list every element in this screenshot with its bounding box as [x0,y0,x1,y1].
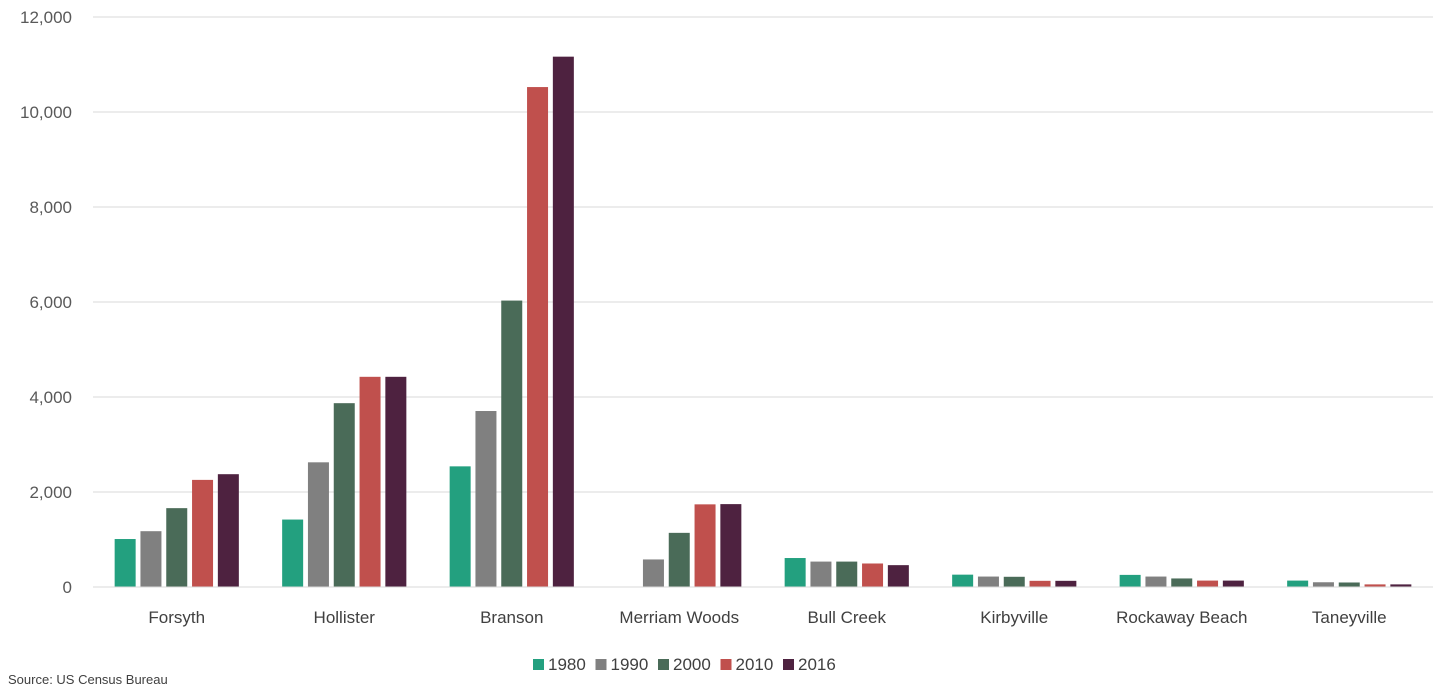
bar-2000 [166,508,188,587]
bar-2016 [1055,580,1077,587]
bar-2016 [552,56,574,588]
bar-2010 [694,504,716,587]
bar-1980 [282,519,304,587]
gridlines [93,16,1433,588]
legend-label: 1980 [548,655,586,674]
y-axis: 0 2,000 4,000 6,000 8,000 10,000 12,000 [20,8,72,597]
bar-2016 [1222,580,1244,587]
bar-1990 [1312,582,1334,587]
bar-1990 [140,531,162,587]
y-tick-label: 10,000 [20,103,72,122]
bar-1980 [449,466,471,587]
bar-1980 [1119,574,1141,587]
bar-2010 [527,87,549,587]
y-tick-label: 4,000 [29,388,72,407]
bar-2000 [668,532,690,587]
bar-1980 [114,539,136,587]
y-tick-label: 2,000 [29,483,72,502]
legend-swatch-2000 [658,659,669,670]
x-tick-label: Kirbyville [980,608,1048,627]
bar-2010 [862,563,884,587]
bar-2016 [217,474,239,587]
x-tick-label: Hollister [314,608,376,627]
bar-2016 [385,376,407,587]
legend-label: 2000 [673,655,711,674]
bar-1990 [642,559,664,587]
y-tick-label: 6,000 [29,293,72,312]
source-note: Source: US Census Bureau [8,672,168,687]
bar-2000 [1003,576,1025,587]
bar-1980 [952,574,974,587]
bar-1990 [810,561,832,587]
x-tick-label: Branson [480,608,543,627]
x-tick-label: Merriam Woods [619,608,739,627]
x-tick-label: Taneyville [1312,608,1387,627]
x-tick-label: Bull Creek [808,608,887,627]
bar-1990 [977,576,999,587]
bar-2010 [359,376,381,587]
bar-2010 [192,479,214,587]
legend-label: 2016 [798,655,836,674]
bar-1990 [307,462,329,587]
bar-2000 [501,300,523,587]
bar-2000 [333,403,355,587]
bar-1980 [784,558,806,587]
legend-swatch-2010 [720,659,732,670]
y-tick-label: 8,000 [29,198,72,217]
bar-2010 [1197,580,1219,587]
legend-label: 1990 [611,655,649,674]
bar-2010 [1029,580,1051,587]
legend: 1980 1990 2000 2010 2016 [533,655,836,674]
legend-swatch-1980 [533,659,544,670]
x-tick-label: Rockaway Beach [1116,608,1247,627]
bar-2000 [1171,578,1193,587]
bar-2016 [887,565,909,587]
legend-swatch-2016 [783,659,794,670]
bar-2000 [1338,582,1360,587]
bar-2016 [720,504,742,587]
x-axis: Forsyth Hollister Branson Merriam Woods Bull… [93,586,1433,627]
x-tick-label: Forsyth [148,608,205,627]
y-tick-label: 12,000 [20,8,72,27]
bar-2010 [1364,584,1386,587]
bars [114,56,1412,588]
y-tick-label: 0 [63,578,72,597]
legend-swatch-1990 [595,659,607,670]
bar-1990 [1145,576,1167,587]
bar-2000 [836,561,858,587]
bar-1990 [475,411,497,587]
bar-2016 [1390,584,1412,587]
bar-1980 [1287,580,1309,587]
legend-label: 2010 [736,655,774,674]
